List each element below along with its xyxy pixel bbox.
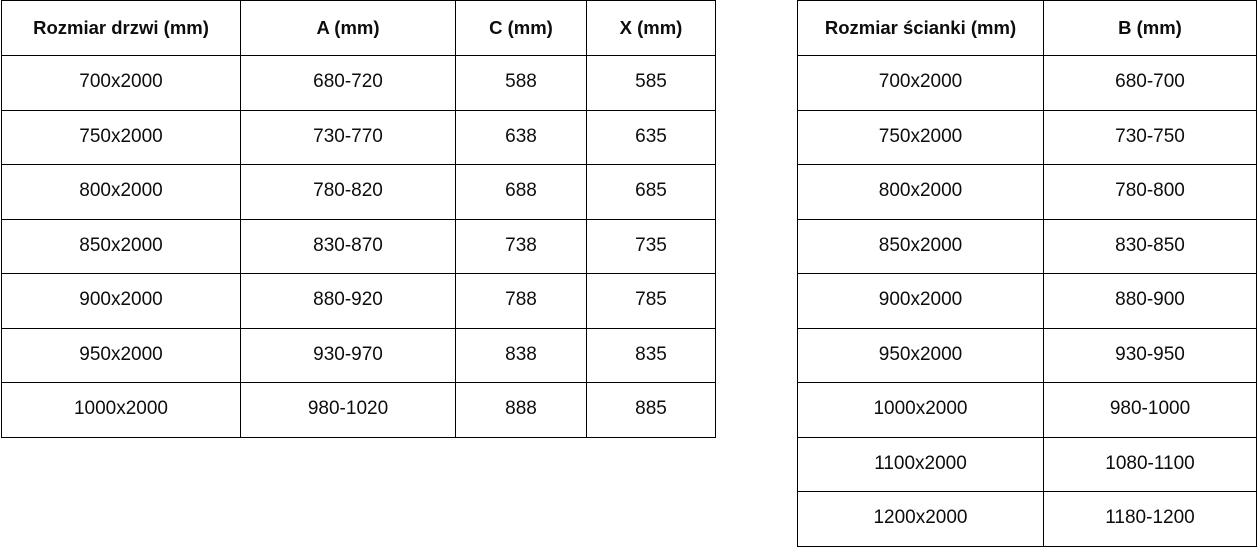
table-row: 1000x2000 980-1000 — [797, 382, 1257, 438]
table-row: 750x2000 730-750 — [797, 109, 1257, 165]
doors-cell-size: 950x2000 — [1, 327, 241, 383]
table-row: 700x2000 680-720 588 585 — [1, 55, 716, 111]
table-row: 950x2000 930-970 838 835 — [1, 327, 716, 383]
table-row: 800x2000 780-800 — [797, 164, 1257, 220]
wall-cell-size: 1100x2000 — [797, 436, 1044, 492]
wall-cell-b: 780-800 — [1043, 164, 1257, 220]
doors-cell-c: 838 — [455, 327, 587, 383]
doors-column-header-x: X (mm) — [586, 0, 716, 56]
doors-table-header-row: Rozmiar drzwi (mm) A (mm) C (mm) X (mm) — [1, 0, 716, 56]
wall-cell-b: 730-750 — [1043, 109, 1257, 165]
table-row: 750x2000 730-770 638 635 — [1, 109, 716, 165]
doors-cell-a: 680-720 — [240, 55, 456, 111]
doors-cell-size: 1000x2000 — [1, 382, 241, 438]
doors-cell-c: 738 — [455, 218, 587, 274]
doors-column-header-c: C (mm) — [455, 0, 587, 56]
doors-cell-a: 830-870 — [240, 218, 456, 274]
wall-cell-b: 1180-1200 — [1043, 491, 1257, 547]
table-row: 800x2000 780-820 688 685 — [1, 164, 716, 220]
doors-cell-c: 588 — [455, 55, 587, 111]
wall-cell-size: 750x2000 — [797, 109, 1044, 165]
doors-column-header-size: Rozmiar drzwi (mm) — [1, 0, 241, 56]
doors-cell-x: 885 — [586, 382, 716, 438]
wall-cell-b: 680-700 — [1043, 55, 1257, 111]
wall-cell-size: 950x2000 — [797, 327, 1044, 383]
wall-cell-size: 700x2000 — [797, 55, 1044, 111]
wall-specification-table: Rozmiar ścianki (mm) B (mm) 700x2000 680… — [797, 0, 1257, 547]
table-row: 900x2000 880-920 788 785 — [1, 273, 716, 329]
doors-cell-a: 880-920 — [240, 273, 456, 329]
wall-cell-b: 930-950 — [1043, 327, 1257, 383]
doors-cell-x: 785 — [586, 273, 716, 329]
wall-table-header-row: Rozmiar ścianki (mm) B (mm) — [797, 0, 1257, 56]
table-row: 1000x2000 980-1020 888 885 — [1, 382, 716, 438]
doors-cell-size: 850x2000 — [1, 218, 241, 274]
doors-column-header-a: A (mm) — [240, 0, 456, 56]
doors-cell-x: 735 — [586, 218, 716, 274]
wall-column-header-b: B (mm) — [1043, 0, 1257, 56]
doors-cell-size: 900x2000 — [1, 273, 241, 329]
wall-cell-size: 800x2000 — [797, 164, 1044, 220]
wall-cell-b: 830-850 — [1043, 218, 1257, 274]
wall-cell-b: 880-900 — [1043, 273, 1257, 329]
wall-cell-b: 980-1000 — [1043, 382, 1257, 438]
wall-cell-b: 1080-1100 — [1043, 436, 1257, 492]
wall-cell-size: 850x2000 — [797, 218, 1044, 274]
wall-column-header-size: Rozmiar ścianki (mm) — [797, 0, 1044, 56]
doors-cell-x: 635 — [586, 109, 716, 165]
doors-cell-size: 700x2000 — [1, 55, 241, 111]
doors-cell-a: 980-1020 — [240, 382, 456, 438]
doors-cell-size: 800x2000 — [1, 164, 241, 220]
doors-cell-c: 688 — [455, 164, 587, 220]
table-row: 850x2000 830-870 738 735 — [1, 218, 716, 274]
doors-cell-a: 730-770 — [240, 109, 456, 165]
table-row: 950x2000 930-950 — [797, 327, 1257, 383]
table-row: 700x2000 680-700 — [797, 55, 1257, 111]
doors-cell-c: 788 — [455, 273, 587, 329]
wall-cell-size: 900x2000 — [797, 273, 1044, 329]
table-row: 850x2000 830-850 — [797, 218, 1257, 274]
doors-cell-a: 780-820 — [240, 164, 456, 220]
wall-cell-size: 1000x2000 — [797, 382, 1044, 438]
doors-table-container: Rozmiar drzwi (mm) A (mm) C (mm) X (mm) … — [1, 0, 716, 438]
wall-table-container: Rozmiar ścianki (mm) B (mm) 700x2000 680… — [797, 0, 1257, 547]
wall-cell-size: 1200x2000 — [797, 491, 1044, 547]
doors-cell-c: 638 — [455, 109, 587, 165]
table-row: 1100x2000 1080-1100 — [797, 436, 1257, 492]
doors-cell-c: 888 — [455, 382, 587, 438]
table-row: 1200x2000 1180-1200 — [797, 491, 1257, 547]
doors-specification-table: Rozmiar drzwi (mm) A (mm) C (mm) X (mm) … — [1, 0, 716, 438]
doors-cell-x: 835 — [586, 327, 716, 383]
doors-cell-a: 930-970 — [240, 327, 456, 383]
doors-cell-x: 585 — [586, 55, 716, 111]
doors-cell-size: 750x2000 — [1, 109, 241, 165]
table-row: 900x2000 880-900 — [797, 273, 1257, 329]
doors-cell-x: 685 — [586, 164, 716, 220]
